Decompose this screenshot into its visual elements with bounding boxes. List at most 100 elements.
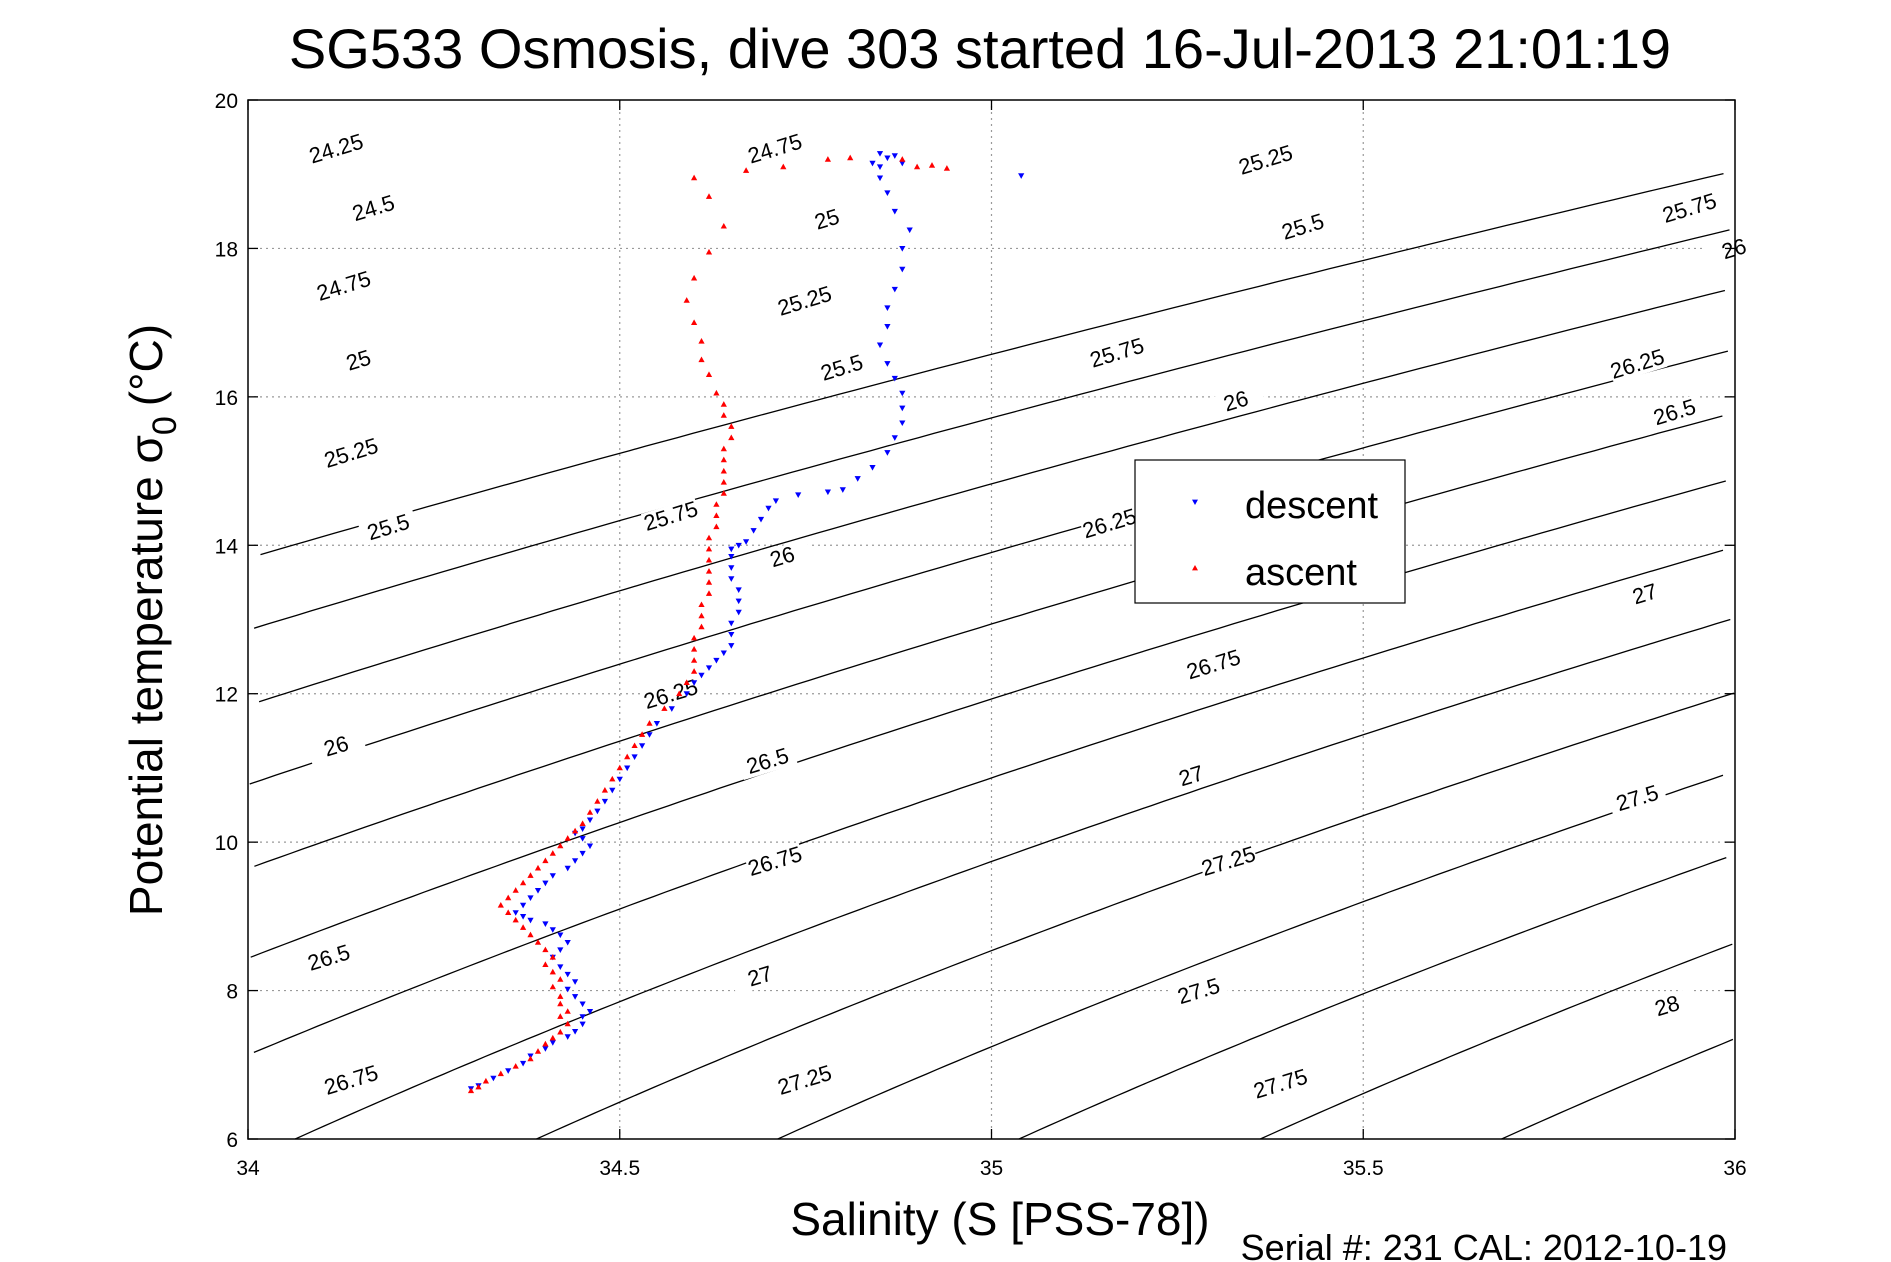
contour-label-bg [321,1061,382,1100]
contour-label: 26.5 [1644,393,1705,432]
contour-label-bg [306,727,367,766]
y-tick-label: 6 [226,1129,238,1152]
descent-point [616,776,623,783]
axis-ticks: 34 34.5 35 35.5 36 6 8 10 12 14 16 18 20 [215,90,1747,1180]
descent-point [683,691,690,697]
ascent-point [713,389,720,396]
ascent-point [534,864,542,871]
ascent-point [557,1013,564,1019]
descent-point [586,817,594,824]
descent-point [571,979,579,985]
ascent-point [698,601,705,607]
descent-point [519,914,527,920]
descent-point [579,1021,586,1028]
contour-label-bg [797,200,858,239]
descent-point [690,680,698,686]
ascent-point [705,568,713,574]
descent-point [884,450,891,456]
contour-label-bg [737,742,798,781]
descent-point [557,947,564,954]
ascent-point [557,976,564,982]
ascent-point [616,764,623,771]
x-tick-label: 35.5 [1343,1157,1384,1180]
contour-line [777,774,1724,1140]
ascent-point [713,512,720,518]
ascent-point [542,961,549,967]
legend-ascent-triangle [1192,565,1198,571]
contour-label-bg [640,675,701,714]
ascent-point [549,1034,556,1041]
ascent-point [742,167,750,173]
descent-point [586,1009,594,1015]
contour-label-bg [1607,779,1668,818]
ascent-point [720,456,727,463]
descent-point [750,528,757,534]
ascent-point [705,545,713,552]
contour-label-bg [811,349,872,387]
descent-point [557,964,564,971]
descent-point [542,880,549,887]
descent-point [564,1034,571,1040]
ascent-point [705,579,713,585]
descent-point [891,286,898,293]
contour-label-bg [774,1061,835,1100]
descent-point [906,227,913,234]
ascent-point [609,775,616,782]
descent-point [534,888,542,894]
descent-point [735,609,742,616]
descent-point [519,1060,527,1067]
descent-point [653,721,661,727]
ascent-point [720,490,727,496]
ascent-point [512,887,519,893]
x-axis-label: Salinity (S [PSS-78]) [790,1193,1209,1245]
descent-point [564,940,571,946]
ascent-point [557,1000,564,1007]
contour-line [1018,856,1727,1140]
descent-point [735,587,742,594]
ascent-point [705,371,713,377]
ascent-point [780,163,787,170]
y-axis-label-subscript: 0 [146,416,184,435]
contour-label-bg [1183,646,1244,684]
density-contour-labels: 24.2524.524.752525.2525.52626.526.7524.7… [298,129,1765,1104]
y-tick-label: 18 [215,238,238,261]
ascent-point [720,401,727,407]
grid-lines [248,100,1735,1139]
descent-point [728,565,735,571]
contour-label-bg [1637,987,1698,1025]
legend-label-descent: descent [1245,485,1379,527]
descent-point [571,994,579,1000]
ascent-point [601,786,609,793]
contour-label-bg [730,957,791,996]
contour-label-bg [752,538,813,576]
contour-label-bg [774,282,835,320]
ascent-point [690,668,698,674]
descent-point [586,843,594,850]
svg-text:Potential temperature σ0(°C): Potential temperature σ0 (°C) [120,324,184,916]
ascent-point [676,690,683,697]
contour-line [258,289,1726,703]
ascent-point [557,993,564,999]
descent-point [557,932,564,939]
ascent-point [720,412,727,418]
descent-point [527,917,534,924]
ascent-point [720,478,727,485]
series-ascent [467,154,951,1094]
contour-label-bg [1704,230,1765,268]
ascent-point [631,742,638,748]
contour-label-bg [745,842,806,881]
ascent-point [720,445,727,452]
descent-point [876,164,884,171]
descent-point [594,808,601,815]
descent-point [728,576,735,582]
ascent-point [519,879,527,886]
ascent-point [542,857,549,864]
chart-title: SG533 Osmosis, dive 303 started 16-Jul-2… [289,17,1671,80]
descent-point [728,620,735,627]
ascent-point [720,222,727,229]
ascent-point [467,1087,475,1094]
ascent-point [705,556,713,563]
descent-point [765,505,772,512]
descent-point [728,554,735,560]
